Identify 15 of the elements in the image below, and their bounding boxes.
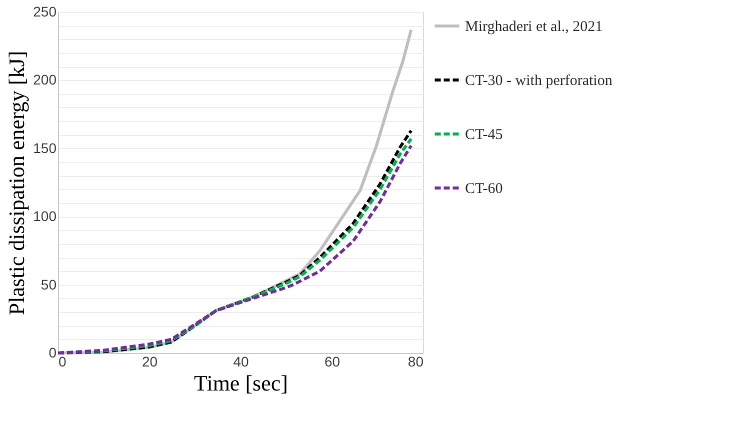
y-tick-label: 100 [33, 208, 57, 224]
x-axis-title: Time [sec] [194, 370, 288, 396]
y-tick-label: 50 [40, 276, 57, 292]
x-tick-label: 40 [233, 354, 249, 370]
x-tick-label: 60 [324, 354, 340, 370]
y-tick-label: 150 [33, 140, 57, 156]
y-tick-label: 250 [33, 4, 57, 20]
y-tick-label: 200 [33, 72, 57, 88]
legend-label: CT-60 [465, 181, 503, 197]
y-axis-title: Plastic dissipation energy [kJ] [4, 50, 30, 316]
legend-label: CT-45 [465, 127, 503, 143]
legend-label: CT-30 - with perforation [465, 73, 613, 89]
legend-label: Mirghaderi et al., 2021 [465, 19, 603, 35]
x-tick-label: 20 [142, 354, 158, 370]
x-tick-label: 80 [408, 354, 424, 370]
